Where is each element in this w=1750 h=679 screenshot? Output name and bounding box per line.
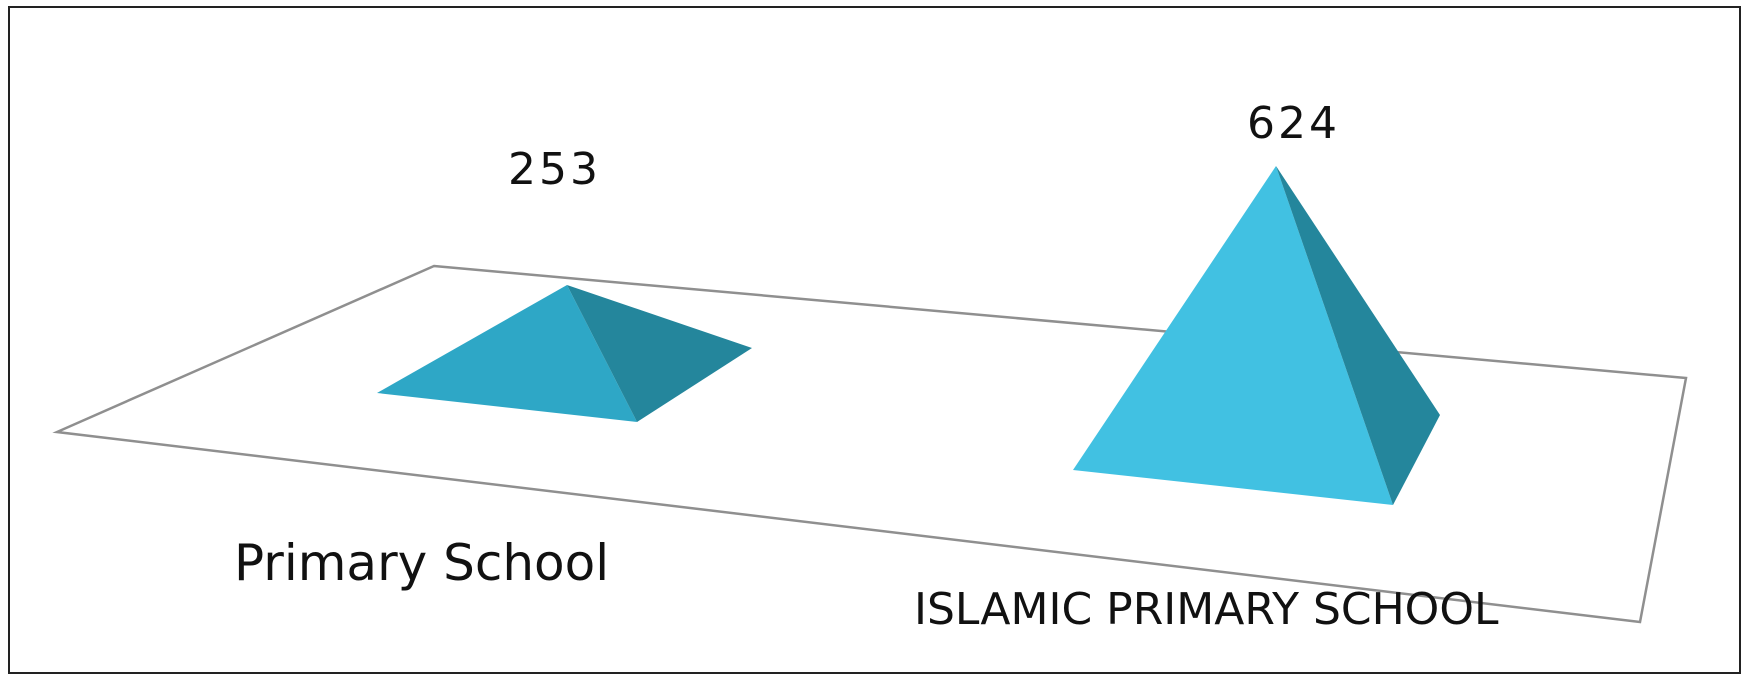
category-label-primary-school: Primary School (234, 534, 609, 592)
data-label-islamic-primary-school: 624 (1247, 98, 1340, 149)
category-label-islamic-primary-school: ISLAMIC PRIMARY SCHOOL (914, 584, 1499, 635)
pyramid-1-front-face (377, 285, 637, 422)
data-label-primary-school: 253 (508, 144, 601, 195)
pyramid-islamic-primary-school (1073, 166, 1440, 505)
pyramid-primary-school (377, 285, 752, 422)
pyramid-2-front-face (1073, 166, 1393, 505)
pyramid-2-side-face (1276, 166, 1440, 505)
pyramid-1-side-face (567, 285, 752, 422)
